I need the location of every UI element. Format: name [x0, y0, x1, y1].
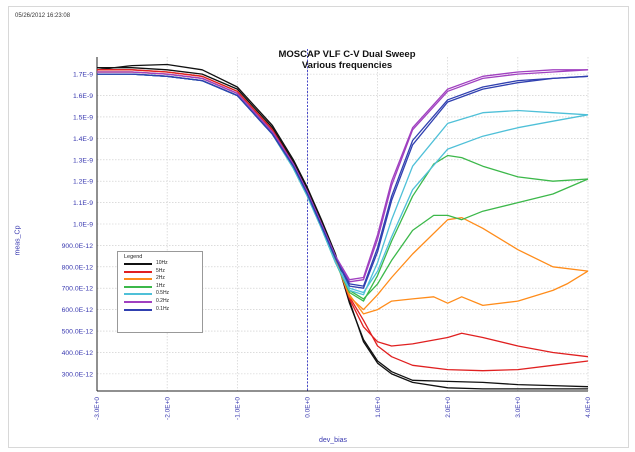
- legend-swatch: [124, 270, 152, 273]
- legend-swatch: [124, 300, 152, 303]
- legend-title: Legend: [124, 254, 143, 260]
- x-tick-label: 1.0E+0: [375, 397, 382, 418]
- y-tick-label: 800.0E-12: [62, 264, 94, 271]
- series-line-0.1Hz-reverse: [97, 73, 589, 289]
- x-tick-label: 4.0E+0: [585, 397, 592, 418]
- y-tick-label: 700.0E-12: [62, 286, 94, 293]
- series-line-10Hz-forward: [96, 63, 588, 390]
- axes: [96, 49, 588, 392]
- legend-swatch: [124, 278, 152, 281]
- legend-label: 0.2Hz: [156, 297, 170, 304]
- legend-label: 1Hz: [156, 282, 165, 289]
- legend-label: 0.1Hz: [156, 305, 170, 312]
- legend-entry: 0.5Hz: [118, 290, 202, 298]
- y-tick-label: 1.3E-9: [73, 157, 93, 164]
- x-tick-label: 2.0E+0: [445, 397, 452, 418]
- legend-swatch: [124, 308, 152, 311]
- y-tick-label: 1.4E-9: [73, 136, 93, 143]
- legend-rows: 10Hz 5Hz 2Hz 1Hz 0.5Hz 0.2Hz 0.1Hz: [118, 260, 202, 313]
- legend: Legend 10Hz 5Hz 2Hz 1Hz 0.5Hz 0.2Hz 0.1Hz: [117, 251, 203, 333]
- legend-entry: 1Hz: [118, 283, 202, 291]
- legend-swatch: [124, 263, 152, 265]
- y-tick-label: 500.0E-12: [62, 329, 94, 336]
- legend-entry: 0.2Hz: [118, 298, 202, 306]
- legend-swatch: [124, 293, 152, 296]
- x-tick-label: -1.0E+0: [234, 397, 241, 420]
- y-axis-label: meas_Cp: [14, 225, 22, 256]
- y-tick-label: 1.0E-9: [73, 222, 93, 229]
- x-tick-label: 0.0E+0: [305, 397, 312, 418]
- chart-title-main: MOSCAP VLF C-V Dual Sweep: [278, 49, 416, 60]
- legend-label: 2Hz: [156, 275, 165, 282]
- series-layer: [96, 63, 589, 390]
- chart-frame: 300.0E-12 400.0E-12 500.0E-12 600.0E-12 700.…: [8, 6, 629, 448]
- legend-swatch: [124, 285, 152, 288]
- tick-labels: 300.0E-12 400.0E-12 500.0E-12 600.0E-12 700.…: [62, 72, 593, 420]
- timestamp: 05/26/2012 16:23:08: [15, 13, 71, 19]
- y-tick-label: 1.5E-9: [73, 114, 93, 121]
- y-tick-label: 600.0E-12: [62, 307, 94, 314]
- y-tick-label: 300.0E-12: [62, 371, 94, 378]
- chart-title: MOSCAP VLF C-V Dual Sweep Various freque…: [247, 49, 447, 71]
- x-tick-label: -2.0E+0: [164, 397, 171, 420]
- y-tick-label: 900.0E-12: [62, 243, 94, 250]
- legend-entry: 10Hz: [118, 260, 202, 268]
- chart-plot: 300.0E-12 400.0E-12 500.0E-12 600.0E-12 700.…: [62, 49, 593, 420]
- legend-entry: 5Hz: [118, 268, 202, 276]
- chart-subtitle: Various frequencies: [301, 60, 393, 71]
- y-tick-label: 400.0E-12: [62, 350, 94, 357]
- legend-entry: 0.1Hz: [118, 306, 202, 314]
- y-tick-label: 1.6E-9: [73, 93, 93, 100]
- grid: [96, 57, 589, 391]
- x-tick-label: -3.0E+0: [94, 397, 101, 420]
- y-tick-label: 1.2E-9: [73, 179, 93, 186]
- series-line-10Hz-reverse: [97, 67, 589, 388]
- series-line-0.2Hz-reverse: [97, 69, 589, 283]
- legend-entry: 2Hz: [118, 275, 202, 283]
- legend-label: 10Hz: [156, 260, 168, 266]
- legend-label: 0.5Hz: [156, 290, 170, 297]
- y-tick-label: 1.7E-9: [73, 72, 93, 79]
- x-axis-label: dev_bias: [319, 437, 348, 444]
- x-tick-label: 3.0E+0: [515, 397, 522, 418]
- legend-label: 5Hz: [156, 267, 165, 274]
- y-tick-label: 1.1E-9: [73, 200, 93, 207]
